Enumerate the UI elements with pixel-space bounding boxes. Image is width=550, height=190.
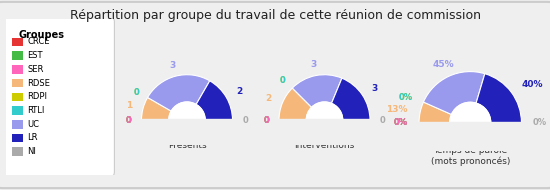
Bar xyxy=(12,147,23,156)
Text: 0%: 0% xyxy=(533,118,547,127)
Bar xyxy=(12,79,23,87)
Text: 0%: 0% xyxy=(399,93,413,102)
Text: NI: NI xyxy=(28,147,36,156)
Text: 0: 0 xyxy=(133,88,139,97)
Wedge shape xyxy=(279,88,312,120)
Text: 0: 0 xyxy=(126,116,131,125)
Text: 1: 1 xyxy=(126,101,132,110)
Text: 45%: 45% xyxy=(433,60,454,69)
Text: 0: 0 xyxy=(243,116,248,125)
Circle shape xyxy=(169,102,205,139)
Text: Temps de parole
(mots prononcés): Temps de parole (mots prononcés) xyxy=(431,146,510,166)
Wedge shape xyxy=(147,75,210,111)
Bar xyxy=(12,120,23,128)
Text: 0: 0 xyxy=(133,88,139,97)
Text: 3: 3 xyxy=(372,84,378,93)
Wedge shape xyxy=(196,81,233,120)
Text: 3: 3 xyxy=(169,61,175,70)
Bar xyxy=(12,51,23,60)
Text: EST: EST xyxy=(28,51,43,60)
Circle shape xyxy=(450,102,491,143)
Wedge shape xyxy=(476,74,521,123)
Text: 0: 0 xyxy=(279,76,285,86)
Text: 0: 0 xyxy=(263,116,269,125)
Text: 2: 2 xyxy=(266,94,272,103)
Text: 0: 0 xyxy=(263,116,269,125)
Bar xyxy=(256,119,393,148)
Bar xyxy=(12,106,23,115)
Bar xyxy=(393,122,547,154)
Text: 0: 0 xyxy=(279,76,285,86)
Text: RDSE: RDSE xyxy=(28,78,51,88)
Text: RTLI: RTLI xyxy=(28,106,45,115)
Text: 0%: 0% xyxy=(394,118,408,127)
Text: 0: 0 xyxy=(126,116,131,125)
Wedge shape xyxy=(141,97,171,120)
Text: 0%: 0% xyxy=(399,93,413,102)
Text: 13%: 13% xyxy=(386,105,408,114)
Wedge shape xyxy=(424,72,485,115)
Text: 2: 2 xyxy=(236,87,243,96)
Bar xyxy=(12,93,23,101)
Text: Interventions: Interventions xyxy=(294,141,355,150)
Wedge shape xyxy=(332,78,370,120)
Text: 0%: 0% xyxy=(394,118,408,127)
Text: 0: 0 xyxy=(126,116,131,125)
Text: Présents: Présents xyxy=(168,141,206,150)
Text: 0: 0 xyxy=(380,116,386,125)
Text: 3: 3 xyxy=(310,60,317,69)
Text: LR: LR xyxy=(28,133,38,142)
Text: 0: 0 xyxy=(263,116,269,125)
Wedge shape xyxy=(292,75,342,107)
Bar xyxy=(12,38,23,46)
Text: UC: UC xyxy=(28,120,40,129)
Text: RDPI: RDPI xyxy=(28,92,47,101)
Circle shape xyxy=(306,102,343,139)
Text: Groupes: Groupes xyxy=(19,30,65,40)
Text: 40%: 40% xyxy=(521,80,543,89)
FancyBboxPatch shape xyxy=(4,17,114,176)
Wedge shape xyxy=(419,102,452,123)
Text: SER: SER xyxy=(28,65,44,74)
Text: 0%: 0% xyxy=(394,118,408,127)
Text: Répartition par groupe du travail de cette réunion de commission: Répartition par groupe du travail de cet… xyxy=(69,10,481,22)
Bar xyxy=(12,65,23,74)
Bar xyxy=(12,134,23,142)
Text: CRCE: CRCE xyxy=(28,37,50,46)
Bar xyxy=(119,119,255,148)
